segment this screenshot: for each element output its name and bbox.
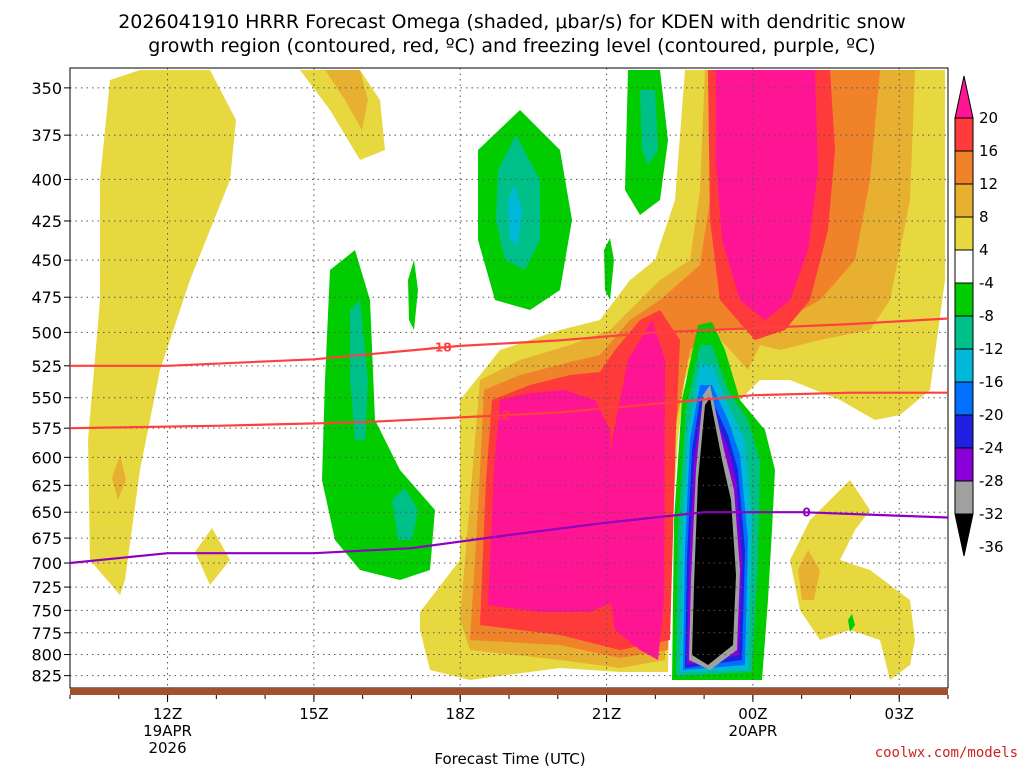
colorbar-label: -32	[979, 505, 1004, 523]
colorbar-label: 4	[979, 241, 989, 259]
colorbar-swatch	[954, 150, 974, 185]
y-axis: 350 375 400 425 450 475 500 525 550 575 600 625 650 6…	[31, 79, 70, 686]
contour-lines: -18 -12 0	[69, 317, 949, 565]
colorbar-label: 12	[979, 175, 998, 193]
y-tick-label: 425	[31, 212, 62, 231]
colorbar-swatch	[954, 216, 974, 251]
colorbar-label: -36	[979, 538, 1004, 556]
omega-shade-green-column-21z-core	[640, 90, 658, 165]
colorbar-label: -28	[979, 472, 1004, 490]
contour-line	[69, 391, 948, 430]
colorbar-bottom-arrow	[954, 513, 974, 557]
x-tick-label: 21Z	[592, 705, 621, 723]
contour-line	[70, 317, 949, 367]
contour-label: -12	[488, 408, 510, 422]
colorbar-label: 8	[979, 208, 989, 226]
x-tick-year: 2026	[148, 739, 186, 757]
omega-shade-upper-left-wedge-core	[325, 70, 368, 130]
y-tick-label: 475	[31, 288, 62, 307]
omega-shade-subsidence-aloft-core	[716, 70, 818, 320]
omega-shade-green-aloft-19z-core	[508, 185, 522, 245]
y-tick-label: 675	[31, 529, 62, 548]
x-tick-label: 03Z	[885, 705, 914, 723]
omega-shade-lower-right-outer	[790, 480, 915, 680]
chart-title-line-2: growth region (contoured, red, ºC) and f…	[148, 35, 875, 57]
colorbar-swatch	[954, 117, 974, 152]
contour-label: -18	[430, 341, 452, 355]
omega-shade-green-thin-475	[408, 260, 418, 330]
colorbar-label: -12	[979, 340, 1004, 358]
colorbar-label: 16	[979, 142, 998, 160]
x-tick-date: 19APR	[143, 722, 192, 740]
colorbar-swatch	[954, 315, 974, 350]
colorbar-swatch	[954, 414, 974, 449]
omega-shade-upward-core-black	[692, 398, 736, 665]
colorbar-label: 20	[979, 109, 998, 127]
colorbar-swatch	[954, 348, 974, 383]
x-tick-label: 18Z	[446, 705, 475, 723]
omega-shade-lower-right-inner	[798, 550, 820, 600]
x-tick-label: 15Z	[299, 705, 328, 723]
colorbar-label: -24	[979, 439, 1004, 457]
y-tick-label: 450	[31, 251, 62, 270]
colorbar-swatch	[954, 480, 974, 515]
colorbar-swatch	[954, 381, 974, 416]
y-tick-label: 750	[31, 601, 62, 620]
x-axis-title: Forecast Time (UTC)	[434, 750, 585, 768]
y-tick-label: 825	[31, 667, 62, 686]
colorbar-swatch	[954, 183, 974, 218]
contour-label: 0	[802, 505, 810, 519]
y-tick-label: 625	[31, 476, 62, 495]
y-tick-label: 400	[31, 170, 62, 189]
y-tick-label: 375	[31, 126, 62, 145]
grid-lines	[70, 68, 948, 688]
omega-shade-blob-700	[195, 528, 230, 585]
colorbar-top-arrow	[954, 75, 974, 119]
y-tick-label: 700	[31, 554, 62, 573]
omega-shade-left-band	[88, 70, 236, 595]
x-tick-label: 12Z	[153, 705, 182, 723]
x-tick-date: 20APR	[728, 722, 777, 740]
omega-shade-green-blob-550-core	[350, 300, 368, 440]
omega-shade-green-dot	[848, 614, 855, 632]
colorbar-swatch	[954, 249, 974, 284]
y-tick-label: 525	[31, 357, 62, 376]
contour-line	[69, 511, 949, 565]
omega-shade-blob-625	[112, 455, 126, 500]
colorbar-label: -20	[979, 406, 1004, 424]
colorbar-swatch	[954, 282, 974, 317]
x-tick-label: 00Z	[738, 705, 767, 723]
colorbar-label: -16	[979, 373, 1004, 391]
y-tick-label: 350	[31, 79, 62, 98]
chart-title-line-1: 2026041910 HRRR Forecast Omega (shaded, …	[118, 11, 906, 33]
y-tick-label: 775	[31, 624, 62, 643]
y-tick-label: 725	[31, 578, 62, 597]
omega-shade-subsidence-core-lower	[488, 390, 618, 612]
plot-area	[70, 68, 948, 688]
colorbar-label: -8	[979, 307, 994, 325]
y-tick-label: 600	[31, 448, 62, 467]
colorbar: 20 16 12 8 4 -4 -8 -12 -16 -20 -24 -28 -32 -36	[954, 75, 1004, 557]
y-tick-label: 575	[31, 419, 62, 438]
omega-shade-green-blob-675	[392, 488, 418, 540]
y-tick-label: 550	[31, 389, 62, 408]
credit-text: coolwx.com/models	[875, 745, 1018, 761]
colorbar-label: -4	[979, 274, 994, 292]
y-tick-label: 650	[31, 503, 62, 522]
y-tick-label: 500	[31, 323, 62, 342]
colorbar-swatch	[954, 447, 974, 482]
omega-shade-green-thin-450	[604, 238, 614, 300]
y-tick-label: 800	[31, 646, 62, 665]
ground-strip	[70, 688, 948, 695]
